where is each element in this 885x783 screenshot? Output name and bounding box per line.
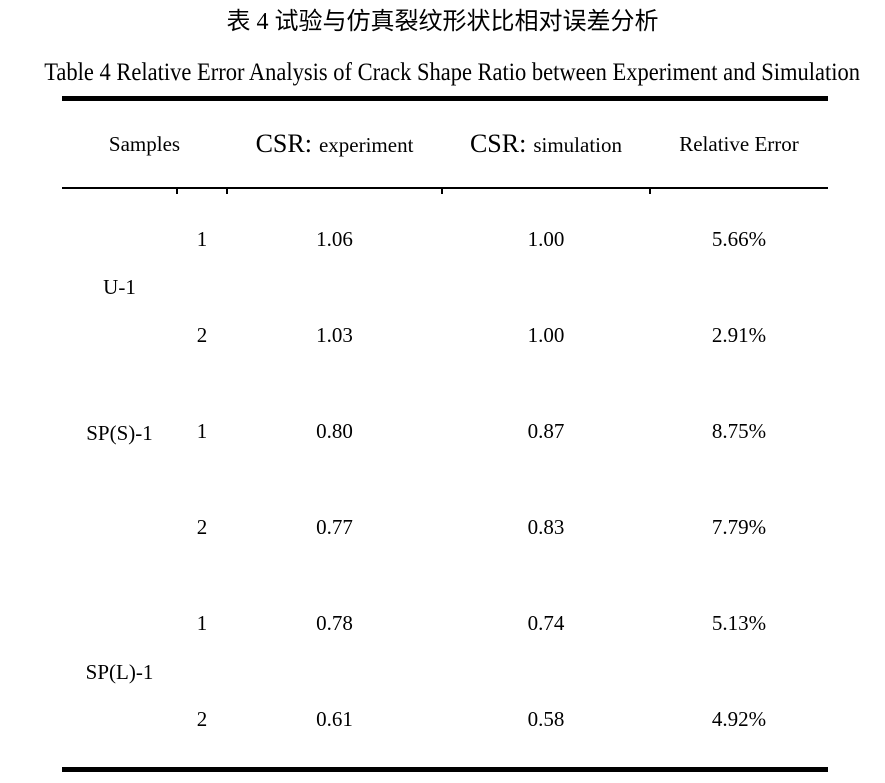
relative-error-cell: 5.66% <box>711 227 767 251</box>
csr-simulation-cell: 1.00 <box>527 323 565 347</box>
relative-error-cell: 8.75% <box>711 419 767 443</box>
table-top-border <box>62 96 828 101</box>
simulation-label: simulation <box>533 132 623 157</box>
relative-error-cell: 5.13% <box>711 611 767 635</box>
table-header-separator <box>62 187 828 189</box>
header-samples: Samples <box>108 132 181 156</box>
group-label-spl1: SP(L)-1 <box>85 660 154 684</box>
csr-simulation-cell: 1.00 <box>527 227 565 251</box>
relative-error-cell: 7.79% <box>711 515 767 539</box>
table-caption-english: Table 4 Relative Error Analysis of Crack… <box>44 59 860 86</box>
row-number-cell: 2 <box>196 515 208 539</box>
csr-label: CSR: <box>469 128 527 158</box>
csr-simulation-cell: 0.87 <box>527 419 565 443</box>
table-caption-chinese: 表 4 试验与仿真裂纹形状比相对误差分析 <box>226 9 659 35</box>
header-relative-error: Relative Error <box>679 132 799 156</box>
row-number-cell: 1 <box>196 227 208 251</box>
row-number-cell: 1 <box>196 419 208 443</box>
table-row: 1 1.06 1.00 5.66% <box>62 191 828 287</box>
table-row: 1 0.78 0.74 5.13% <box>62 575 828 671</box>
table-row: 1 0.80 0.87 8.75% <box>62 383 828 479</box>
group-label-sps1: SP(S)-1 <box>86 421 153 445</box>
csr-experiment-cell: 0.77 <box>316 515 353 539</box>
csr-experiment-cell: 0.78 <box>316 611 353 635</box>
row-number-cell: 2 <box>196 707 208 731</box>
table-header-row: Samples CSR: experiment CSR: simulation Re… <box>62 101 828 187</box>
csr-simulation-cell: 0.58 <box>527 707 565 731</box>
table-bottom-border <box>62 767 828 772</box>
column-tick <box>649 189 651 194</box>
experiment-label: experiment <box>318 132 414 157</box>
row-number-cell: 2 <box>196 323 208 347</box>
group-label-u1: U-1 <box>103 275 136 299</box>
csr-simulation-cell: 0.83 <box>527 515 565 539</box>
relative-error-cell: 2.91% <box>711 323 767 347</box>
column-tick <box>176 189 178 194</box>
relative-error-cell: 4.92% <box>711 707 767 731</box>
row-number-cell: 1 <box>196 611 208 635</box>
column-tick <box>441 189 443 194</box>
csr-experiment-cell: 0.61 <box>316 707 353 731</box>
column-tick <box>226 189 228 194</box>
table-row: 2 0.61 0.58 4.92% <box>62 671 828 767</box>
header-csr-experiment: CSR: experiment <box>227 128 442 158</box>
csr-experiment-cell: 1.06 <box>316 227 353 251</box>
csr-experiment-cell: 1.03 <box>316 323 353 347</box>
table-row: 2 1.03 1.00 2.91% <box>62 287 828 383</box>
table-body: 1 1.06 1.00 5.66% 2 1.03 1.00 2.91% 1 0.… <box>62 191 828 767</box>
header-csr-simulation: CSR: simulation <box>442 128 650 158</box>
csr-label: CSR: <box>255 128 312 158</box>
csr-simulation-cell: 0.74 <box>527 611 565 635</box>
csr-experiment-cell: 0.80 <box>316 419 353 443</box>
table-row: 2 0.77 0.83 7.79% <box>62 479 828 575</box>
